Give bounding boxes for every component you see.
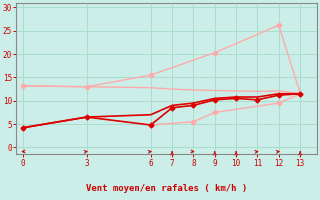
- X-axis label: Vent moyen/en rafales ( km/h ): Vent moyen/en rafales ( km/h ): [86, 184, 247, 193]
